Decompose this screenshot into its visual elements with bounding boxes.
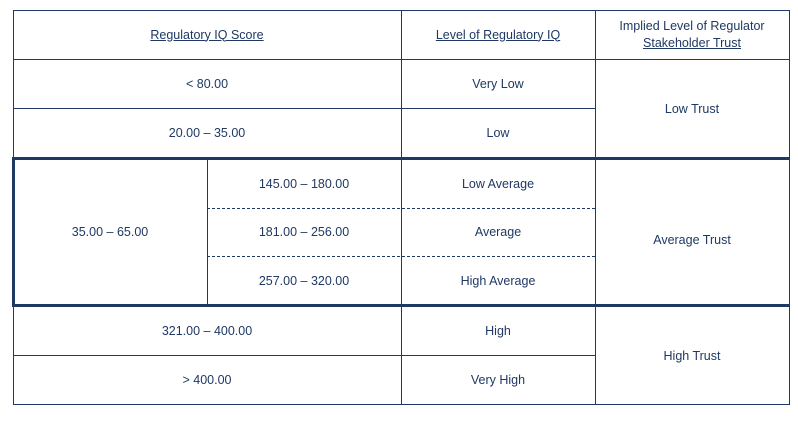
level-average-value: Average	[474, 225, 522, 239]
level-low-average: Low Average	[401, 160, 595, 208]
border-inner-score	[207, 158, 208, 306]
header-score-label: Regulatory IQ Score	[150, 27, 264, 42]
level-high-value: High	[485, 323, 511, 338]
trust-low: Low Trust	[595, 60, 789, 158]
score-low: 20.00 – 35.00	[13, 109, 401, 158]
level-very-low-value: Very Low	[472, 77, 524, 91]
trust-average: Average Trust	[595, 170, 789, 310]
score-high-average-value: 257.00 – 320.00	[258, 273, 350, 288]
trust-high-value: High Trust	[663, 348, 721, 363]
header-level-label: Level of Regulatory IQ	[435, 27, 561, 42]
header-score: Regulatory IQ Score	[13, 10, 401, 60]
level-high-average-value: High Average	[460, 273, 536, 288]
dashed-separator-2	[207, 256, 595, 257]
score-low-value: 20.00 – 35.00	[168, 126, 246, 140]
score-average-group-value: 35.00 – 65.00	[71, 225, 149, 239]
border-left-bottom	[13, 306, 14, 405]
score-high-value: 321.00 – 400.00	[161, 323, 253, 338]
thick-border-average-bottom	[12, 304, 790, 307]
score-very-high-value: > 400.00	[182, 372, 232, 387]
level-very-high-value: Very High	[470, 372, 526, 387]
level-low-average-value: Low Average	[461, 176, 535, 191]
thick-border-average-left	[12, 157, 15, 307]
border-col-trust	[595, 10, 596, 405]
score-low-average: 145.00 – 180.00	[207, 160, 401, 208]
border-right	[789, 10, 790, 405]
level-very-low: Very Low	[401, 60, 595, 109]
level-average: Average	[401, 208, 595, 257]
border-left-top	[13, 10, 14, 158]
header-level: Level of Regulatory IQ	[401, 10, 595, 60]
thick-border-average-top	[12, 157, 790, 160]
score-high-average: 257.00 – 320.00	[207, 257, 401, 305]
header-trust-line1: Implied Level of Regulator	[619, 19, 765, 33]
header-trust-line2: Stakeholder Trust	[643, 36, 741, 50]
level-low-value: Low	[486, 126, 510, 140]
border-row1-bottom	[13, 108, 595, 109]
trust-low-value: Low Trust	[664, 101, 720, 116]
border-row6-bottom	[13, 355, 595, 356]
header-trust: Implied Level of Regulator Stakeholder T…	[595, 10, 789, 60]
score-average-group: 35.00 – 65.00	[13, 160, 207, 305]
level-very-high: Very High	[401, 355, 595, 405]
level-high-average: High Average	[401, 257, 595, 305]
dashed-separator-1	[207, 208, 595, 209]
score-very-high: > 400.00	[13, 355, 401, 405]
trust-high: High Trust	[595, 307, 789, 405]
trust-average-value: Average Trust	[653, 232, 731, 247]
score-very-low: < 80.00	[13, 60, 401, 109]
level-low: Low	[401, 109, 595, 158]
score-high: 321.00 – 400.00	[13, 307, 401, 355]
border-col-level	[401, 10, 402, 405]
score-average: 181.00 – 256.00	[207, 208, 401, 257]
score-average-value: 181.00 – 256.00	[258, 225, 350, 239]
score-low-average-value: 145.00 – 180.00	[258, 176, 350, 191]
level-high: High	[401, 307, 595, 355]
score-very-low-value: < 80.00	[185, 77, 229, 91]
